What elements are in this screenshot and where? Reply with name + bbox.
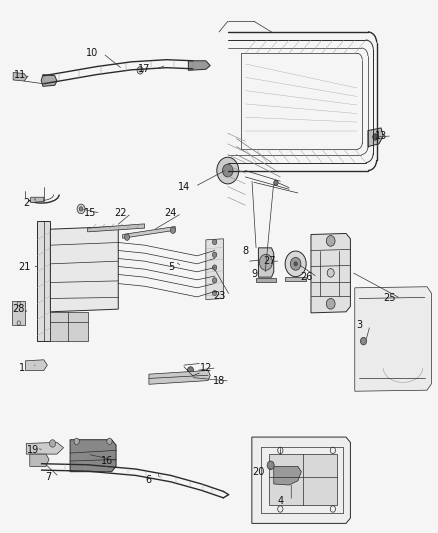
Text: 21: 21 [18, 262, 30, 271]
Text: 17: 17 [138, 64, 151, 74]
Circle shape [294, 262, 297, 266]
Circle shape [212, 252, 217, 257]
Circle shape [274, 180, 278, 185]
Text: 13: 13 [375, 131, 387, 141]
Polygon shape [50, 227, 118, 312]
Text: 23: 23 [213, 291, 225, 301]
Circle shape [290, 257, 301, 270]
Polygon shape [368, 128, 383, 147]
Polygon shape [30, 454, 49, 466]
Polygon shape [41, 75, 57, 86]
Polygon shape [285, 277, 306, 281]
Circle shape [326, 298, 335, 309]
Text: 3: 3 [356, 320, 362, 330]
Text: 4: 4 [277, 496, 283, 506]
Circle shape [49, 440, 56, 447]
Circle shape [212, 265, 217, 270]
Text: 8: 8 [242, 246, 248, 255]
Text: 28: 28 [12, 304, 25, 314]
Polygon shape [206, 239, 223, 300]
Circle shape [212, 239, 217, 245]
Polygon shape [269, 454, 337, 505]
Text: 25: 25 [384, 294, 396, 303]
Polygon shape [26, 442, 64, 454]
Polygon shape [13, 72, 27, 81]
Text: 12: 12 [200, 363, 212, 373]
Circle shape [124, 234, 130, 240]
Circle shape [326, 236, 335, 246]
Circle shape [223, 164, 233, 177]
Circle shape [74, 438, 79, 445]
Text: 18: 18 [213, 376, 225, 386]
Polygon shape [88, 224, 145, 232]
Polygon shape [256, 278, 276, 282]
Polygon shape [274, 466, 301, 485]
Polygon shape [258, 248, 274, 277]
Text: 5: 5 [168, 262, 174, 271]
Circle shape [267, 461, 274, 470]
Circle shape [170, 227, 176, 233]
Text: 27: 27 [263, 256, 276, 266]
Circle shape [259, 254, 272, 270]
Text: 16: 16 [101, 456, 113, 466]
Text: 15: 15 [84, 208, 96, 218]
Polygon shape [188, 61, 210, 70]
Circle shape [212, 278, 217, 283]
Text: 20: 20 [252, 467, 265, 477]
Polygon shape [37, 221, 50, 341]
Polygon shape [31, 197, 44, 203]
Polygon shape [50, 312, 88, 341]
Polygon shape [252, 437, 350, 523]
Circle shape [187, 367, 194, 374]
Text: 7: 7 [45, 472, 51, 482]
Polygon shape [70, 440, 116, 472]
Text: 22: 22 [114, 208, 127, 218]
Text: 9: 9 [251, 270, 257, 279]
Text: 26: 26 [300, 272, 313, 282]
Circle shape [373, 134, 378, 140]
Circle shape [107, 438, 112, 445]
Circle shape [212, 290, 217, 296]
Text: 10: 10 [86, 49, 98, 58]
Text: 24: 24 [165, 208, 177, 218]
Text: 2: 2 [23, 198, 29, 207]
Text: 11: 11 [14, 70, 26, 79]
Circle shape [360, 337, 367, 345]
Polygon shape [311, 233, 350, 313]
Polygon shape [355, 287, 431, 391]
Text: 6: 6 [146, 475, 152, 484]
Polygon shape [123, 227, 175, 238]
Text: 14: 14 [178, 182, 190, 191]
Circle shape [77, 204, 85, 214]
Polygon shape [25, 360, 47, 370]
Circle shape [285, 251, 306, 277]
Polygon shape [149, 370, 210, 384]
Circle shape [137, 67, 143, 74]
Polygon shape [12, 301, 25, 325]
Circle shape [79, 207, 83, 211]
Circle shape [327, 269, 334, 277]
Circle shape [217, 157, 239, 184]
Text: 19: 19 [27, 446, 39, 455]
Text: 1: 1 [19, 363, 25, 373]
